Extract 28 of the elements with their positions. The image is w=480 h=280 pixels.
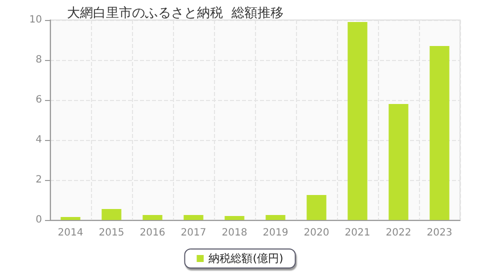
legend-label: 納税総額(億円) xyxy=(208,252,284,265)
chart-title: 大網白里市のふるさと納税 総額推移 xyxy=(67,6,284,21)
y-tick-label: 6 xyxy=(36,94,42,106)
y-tick-label: 2 xyxy=(36,174,42,186)
y-tick-label: 8 xyxy=(36,54,42,66)
bar xyxy=(142,215,162,220)
bar xyxy=(224,216,244,220)
x-tick-label: 2015 xyxy=(98,228,124,238)
y-tick-label: 4 xyxy=(36,134,42,146)
y-tick-label: 10 xyxy=(29,14,42,26)
x-tick-label: 2019 xyxy=(262,228,288,238)
bar xyxy=(102,209,122,220)
x-tick-label: 2017 xyxy=(180,228,206,238)
bar xyxy=(60,217,80,220)
bar xyxy=(306,195,326,220)
x-tick-label: 2014 xyxy=(58,228,84,238)
x-tick-label: 2022 xyxy=(386,228,412,238)
x-tick-label: 2020 xyxy=(304,228,330,238)
y-tick-label: 0 xyxy=(36,214,42,226)
x-tick-label: 2023 xyxy=(426,228,452,238)
bar xyxy=(184,215,204,220)
x-tick-label: 2021 xyxy=(344,228,370,238)
bar xyxy=(430,46,450,220)
bar xyxy=(266,215,286,220)
x-tick-label: 2016 xyxy=(140,228,166,238)
bar xyxy=(388,104,408,220)
bar xyxy=(348,22,368,220)
x-tick-label: 2018 xyxy=(222,228,248,238)
